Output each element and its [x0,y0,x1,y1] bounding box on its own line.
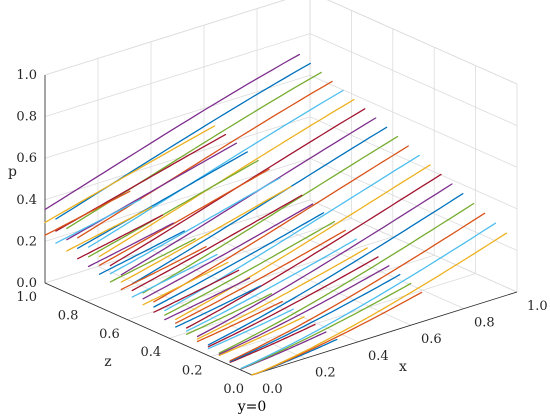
grid-line [203,232,412,326]
grid-line [309,74,518,168]
axes-box [44,75,518,376]
box-edge [327,0,518,85]
trajectory-line [120,117,377,276]
trajectory-line [196,247,368,340]
z-tick-label: 0.0 [223,382,244,397]
trajectory-line [77,214,164,260]
z-tick-label: 0.8 [58,308,79,323]
trajectory-line [218,265,390,355]
trajectory-line [109,238,196,283]
z-axis-label: z [104,354,111,370]
grid-line [309,158,518,251]
trajectory-line [229,323,316,363]
trajectory-line [131,253,218,298]
trajectory-line [142,261,229,306]
trajectory-line [66,142,238,241]
trajectory-line [185,293,273,335]
z-tick-label: 0.2 [182,364,203,379]
z-axis-line [44,282,253,376]
x-tick-label: 0.4 [368,349,389,364]
trajectory-line [185,238,357,332]
trajectory-line [87,159,259,258]
x-tick-label: 0.8 [474,316,495,331]
trajectory-line [164,220,336,316]
trajectory-line [164,277,251,321]
trajectory-line [98,230,185,275]
trajectory-line [196,183,453,338]
trajectory-line [207,193,464,346]
grid-line [44,0,286,76]
tick-labels: 0.00.20.40.60.81.00.00.20.40.60.81.00.00… [16,68,547,397]
trajectory-line [120,185,292,283]
trajectory-line [175,164,431,321]
grid-line [44,116,311,201]
p-tick-label: 1.0 [16,68,37,83]
trajectory-line [218,316,305,357]
grid-line [210,273,476,357]
trajectory-line [153,145,409,303]
trajectory-line [229,273,401,363]
trajectory-line [240,222,497,369]
z-tick-label: 0.6 [99,327,120,342]
trajectory-line [44,53,301,211]
trajectory-line [44,190,131,236]
trajectory-line [196,300,283,343]
series-group [44,53,508,376]
trajectory-line [240,282,412,370]
x-axis-line [251,291,518,376]
grid-line [309,116,518,210]
p-axis-label: p [8,164,17,180]
z-tick-label: 0.4 [141,345,162,360]
trajectory-line [164,154,420,312]
grid-line [44,33,311,117]
trajectory-line [207,256,379,348]
z-tick-label: 1.0 [16,290,37,305]
trajectory-line [120,246,207,291]
trajectory-line [66,71,322,230]
trajectory-line [44,125,216,224]
grid-line [327,0,518,85]
p-tick-label: 0.8 [16,110,37,125]
trajectory-line [131,126,388,285]
trajectory-line [153,212,325,308]
trajectory-line [175,229,346,324]
trajectory-line [109,177,281,275]
grid-line [86,218,352,302]
trajectory-line [142,135,399,294]
trajectory-line [142,203,314,300]
p-tick-label: 0.2 [16,234,37,249]
trajectory-line [153,269,240,313]
trajectory-line [98,168,270,266]
box-edge [44,0,286,76]
chart-caption: y=0 [237,399,267,415]
x-axis-label: x [399,359,407,375]
x-tick-label: 1.0 [527,299,548,314]
trajectory-line [218,202,475,354]
trajectory-line [207,308,294,350]
x-tick-label: 0.2 [315,365,336,380]
p-tick-label: 0.4 [16,193,37,208]
grid-line [256,216,465,309]
trajectory-line [87,222,175,268]
x-tick-label: 0.6 [421,332,442,347]
grid-line [169,254,435,339]
trajectory-line [66,206,153,252]
trajectory-line [175,285,262,328]
trajectory-line [87,89,344,248]
p-tick-label: 0.6 [16,151,37,166]
x-tick-label: 0.0 [262,382,283,397]
trajectory-line [229,212,486,362]
trajectory-line [131,194,303,292]
grid-line [97,266,306,359]
trajectory-line [77,80,333,239]
trajectory-line [251,232,508,376]
grid-line [309,33,518,126]
trajectory-line [77,151,248,249]
grid-line [44,74,311,159]
trajectory-line [55,198,142,244]
p-tick-label: 0.0 [16,276,37,291]
grid-line [309,199,518,293]
trajectory-line [185,173,442,329]
